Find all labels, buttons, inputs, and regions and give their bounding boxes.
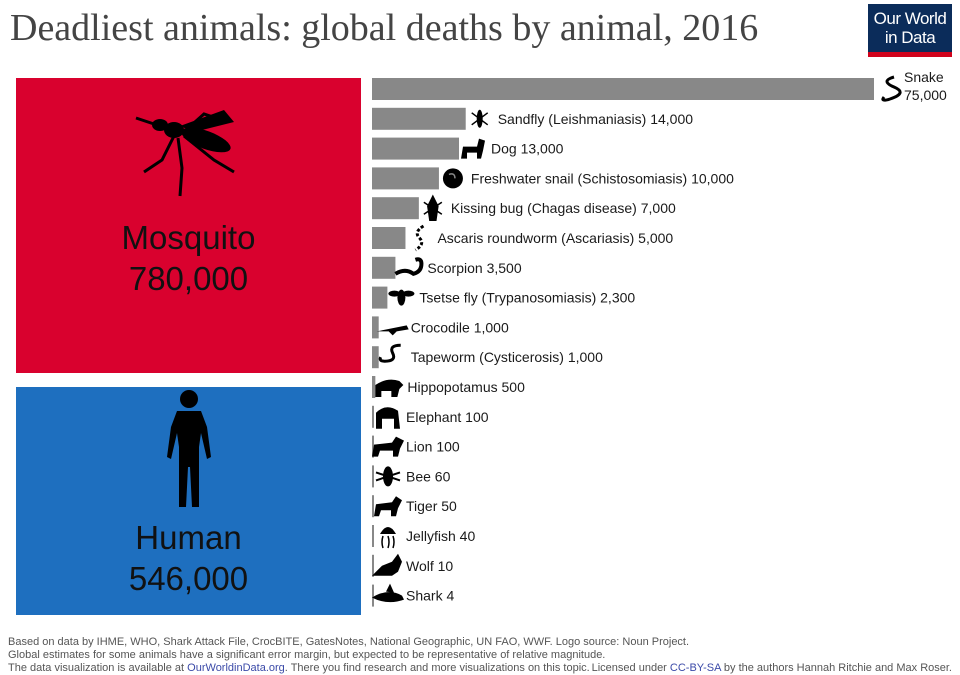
bar-snail	[372, 167, 439, 190]
elephant-icon	[376, 407, 400, 429]
jellyfish-icon	[380, 527, 396, 549]
bar-crocodile	[372, 316, 379, 339]
bar-bee	[372, 465, 374, 488]
snake-icon	[881, 75, 902, 102]
bar-label: Hippopotamus 500	[407, 379, 525, 395]
bar-label: Tapeworm (Cysticerosis) 1,000	[411, 349, 603, 365]
tsetse-fly-icon	[388, 289, 415, 306]
bar-tiger	[372, 495, 374, 518]
logo-line-1: Our World	[873, 9, 947, 28]
bar-shark	[372, 584, 374, 607]
bar-label: Jellyfish 40	[406, 528, 475, 544]
owid-logo[interactable]: Our World in Data	[868, 4, 952, 57]
bar-roundworm	[372, 227, 406, 249]
bar-label: Freshwater snail (Schistosomiasis) 10,00…	[471, 170, 734, 186]
human-name: Human	[135, 519, 242, 556]
crocodile-icon	[376, 325, 409, 336]
human-figure-icon	[167, 390, 211, 507]
license-link[interactable]: CC-BY-SA	[669, 662, 721, 674]
shark-icon	[372, 583, 404, 603]
bar-label: Kissing bug (Chagas disease) 7,000	[451, 200, 676, 216]
bar-sandfly	[372, 107, 466, 130]
bar-dog	[372, 137, 460, 160]
snail-icon	[442, 168, 463, 189]
value-label: 75,000	[904, 87, 947, 103]
category-label: Snake	[904, 69, 944, 85]
sandfly-icon	[471, 109, 489, 128]
bar-label: Wolf 10	[406, 558, 453, 574]
bar-label: Bee 60	[406, 468, 451, 484]
owid-link[interactable]: OurWorldinData.org	[187, 662, 285, 674]
bar-elephant	[372, 405, 374, 428]
bar-label: Tsetse fly (Trypanosomiasis) 2,300	[419, 290, 635, 306]
human-box: Human 546,000	[16, 387, 361, 615]
bee-icon	[375, 466, 401, 487]
bar-label: Crocodile 1,000	[411, 319, 509, 335]
bar-jellyfish	[372, 525, 374, 547]
logo-accent-bar	[868, 52, 952, 57]
bar-label: Dog 13,000	[491, 141, 564, 157]
mosquito-icon	[135, 110, 235, 197]
bar-label: Scorpion 3,500	[427, 260, 521, 276]
roundworm-icon	[414, 224, 425, 252]
bar-snake	[372, 78, 874, 100]
bar-hippopotamus	[372, 376, 376, 398]
bar-label: Ascaris roundworm (Ascariasis) 5,000	[437, 230, 673, 246]
bar-label: Elephant 100	[406, 409, 489, 425]
hippopotamus-icon	[375, 379, 404, 397]
mosquito-value: 780,000	[128, 260, 249, 297]
footer: Based on data by IHME, WHO, Shark Attack…	[8, 636, 689, 675]
kissing-bug-icon	[423, 194, 443, 221]
tiger-icon	[374, 496, 402, 517]
license-note: Licensed under CC-BY-SA by the authors H…	[591, 662, 952, 674]
lion-icon	[372, 436, 404, 457]
footer-sources: Based on data by IHME, WHO, Shark Attack…	[8, 636, 690, 648]
bar-label: Tiger 50	[406, 498, 457, 514]
bar-tapeworm	[372, 346, 379, 369]
chart-title: Deadliest animals: global deaths by anim…	[10, 7, 759, 49]
mosquito-name: Mosquito	[121, 219, 256, 256]
wolf-icon	[372, 553, 402, 576]
tapeworm-icon	[378, 343, 401, 363]
bar-scorpion	[372, 256, 396, 279]
mosquito-box: Mosquito 780,000	[16, 78, 361, 373]
logo-line-2: in Data	[884, 28, 936, 47]
bar-wolf	[372, 554, 374, 577]
bar-label: Lion 100	[406, 439, 460, 455]
bar-kissing-bug	[372, 197, 419, 220]
scorpion-icon	[394, 257, 424, 276]
bar-label: Shark 4	[406, 588, 454, 604]
footer-availability: The data visualization is available at O…	[8, 662, 590, 674]
dog-icon	[461, 138, 486, 159]
bar-lion	[372, 435, 374, 458]
bar-tsetse-fly	[372, 286, 388, 309]
human-value: 546,000	[128, 560, 249, 597]
bar-label: Sandfly (Leishmaniasis) 14,000	[498, 111, 694, 127]
footer-note: Global estimates for some animals have a…	[8, 649, 606, 661]
